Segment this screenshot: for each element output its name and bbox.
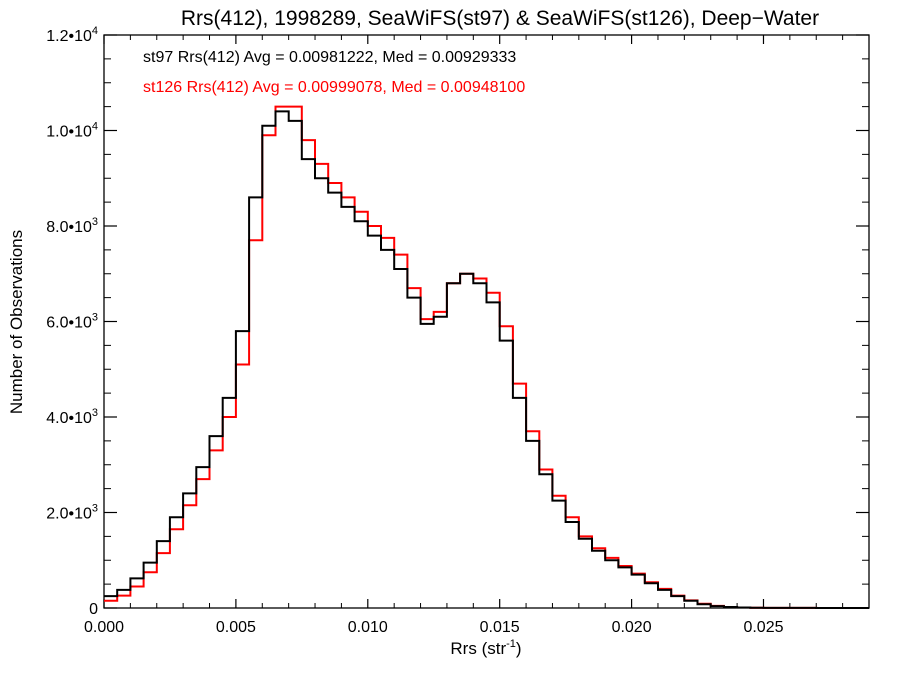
stats-annotation-0: st97 Rrs(412) Avg = 0.00981222, Med = 0.… (143, 49, 516, 66)
plot-frame (103, 34, 870, 609)
y-tick-exponent: 4 (92, 25, 98, 37)
y-tick-base: 0 (83, 28, 92, 45)
y-tick-mantissa: 1.0•1 (46, 124, 83, 141)
y-tick-base: 0 (83, 124, 92, 141)
y-tick-mantissa: 2.0•1 (46, 506, 83, 523)
x-tick-label: 0.010 (348, 619, 388, 636)
x-tick-label: 0.005 (216, 619, 256, 636)
chart-title: Rrs(412), 1998289, SeaWiFS(st97) & SeaWi… (181, 7, 819, 30)
x-tick-label: 0.020 (612, 619, 652, 636)
x-axis-label-superscript: -1 (506, 638, 516, 650)
y-tick-base: 0 (83, 410, 92, 427)
annotation-layer: st97 Rrs(412) Avg = 0.00981222, Med = 0.… (143, 49, 525, 96)
y-tick-label: 2.0•103 (46, 503, 98, 523)
y-tick-label: 0 (89, 601, 98, 618)
y-tick-mantissa: 4.0•1 (46, 410, 83, 427)
series-0-line (104, 110, 869, 609)
y-tick-exponent: 3 (92, 216, 98, 228)
y-tick-label: 8.0•103 (46, 216, 98, 236)
y-tick-base: 0 (83, 315, 92, 332)
y-tick-mantissa: 8.0•1 (46, 219, 83, 236)
y-tick-exponent: 3 (92, 503, 98, 515)
y-tick-mantissa: 6.0•1 (46, 315, 83, 332)
x-tick-label: 0.000 (84, 619, 124, 636)
y-tick-mantissa: 1.2•1 (46, 28, 83, 45)
series-1-line (104, 105, 869, 609)
y-tick-mantissa: 0 (89, 601, 98, 618)
y-tick-base: 0 (83, 219, 92, 236)
y-tick-label: 6.0•103 (46, 312, 98, 332)
y-axis-label: Number of Observations (7, 230, 26, 414)
series-layer (104, 105, 869, 609)
stats-annotation-1: st126 Rrs(412) Avg = 0.00999078, Med = 0… (143, 79, 525, 96)
y-tick-label: 4.0•103 (46, 407, 98, 427)
y-tick-label: 1.2•104 (46, 25, 98, 45)
x-axis-label-main: Rrs (str (450, 639, 506, 658)
x-tick-label: 0.015 (480, 619, 520, 636)
y-tick-exponent: 4 (92, 121, 98, 133)
y-tick-exponent: 3 (92, 407, 98, 419)
y-tick-exponent: 3 (92, 312, 98, 324)
x-tick-label: 0.025 (743, 619, 783, 636)
y-axis-ticks: 02.0•1034.0•1036.0•1038.0•1031.0•1041.2•… (46, 25, 869, 618)
y-tick-label: 1.0•104 (46, 121, 98, 141)
x-axis-label: Rrs (str-1) (450, 638, 521, 658)
x-axis-label-close: ) (516, 639, 522, 658)
x-axis-ticks: 0.000 0.005 0.010 0.015 0.020 0.025 (84, 35, 844, 636)
plot-border (103, 34, 870, 609)
y-tick-base: 0 (83, 506, 92, 523)
